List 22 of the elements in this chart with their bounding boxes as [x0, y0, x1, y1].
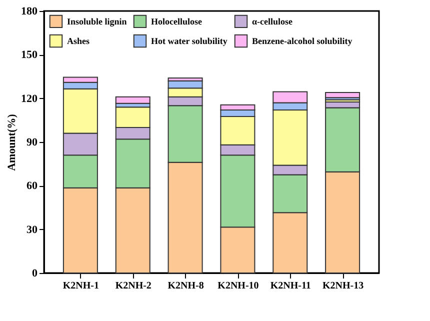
legend-label: Hot water solubility — [151, 36, 228, 46]
y-tick-label: 90 — [26, 136, 38, 148]
bar — [115, 96, 150, 104]
x-tick-label: K2NH-11 — [270, 280, 311, 292]
legend-label: Holocellulose — [151, 16, 202, 26]
legend-label: Insoluble lignin — [67, 16, 127, 26]
x-tick-label: K2NH-1 — [62, 280, 100, 292]
x-tick-label: K2NH-2 — [115, 280, 152, 292]
y-tick-label: 120 — [21, 92, 38, 105]
bar — [325, 92, 360, 98]
legend-label: α-cellulose — [252, 16, 293, 26]
x-tick-label: K2NH-8 — [168, 280, 204, 292]
legend-label: Benzene-alcohol solubility — [252, 36, 353, 46]
x-tick-label: K2NH-10 — [218, 280, 259, 292]
y-tick-label: 180 — [21, 6, 38, 18]
legend-label: Ashes — [67, 36, 90, 46]
y-tick-label: 150 — [21, 49, 38, 62]
y-tick-label: 0 — [32, 268, 38, 280]
y-axis-title: Amount(%) — [6, 114, 18, 171]
x-tick-label: K2NH-13 — [322, 280, 364, 292]
y-tick-label: 30 — [26, 224, 38, 236]
y-tick-label: 60 — [26, 180, 38, 192]
